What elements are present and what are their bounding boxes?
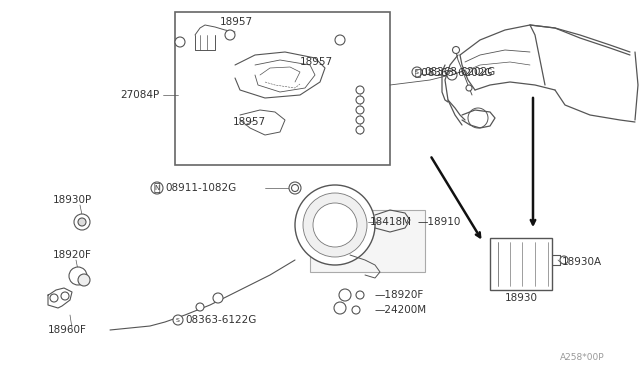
Circle shape (295, 185, 375, 265)
Circle shape (74, 214, 90, 230)
Circle shape (151, 182, 163, 194)
Text: —24200M: —24200M (375, 305, 427, 315)
Circle shape (356, 291, 364, 299)
Text: 18957: 18957 (233, 117, 266, 127)
Circle shape (50, 294, 58, 302)
Text: —18920F: —18920F (375, 290, 424, 300)
Text: 08911-1082G: 08911-1082G (165, 183, 236, 193)
Circle shape (173, 315, 183, 325)
Circle shape (466, 85, 472, 91)
Text: —18910: —18910 (418, 217, 461, 227)
Circle shape (291, 185, 298, 192)
Circle shape (335, 35, 345, 45)
Text: 18920F: 18920F (53, 250, 92, 260)
Circle shape (356, 126, 364, 134)
Text: Ⓝ: Ⓝ (154, 183, 160, 193)
Text: 18418M: 18418M (370, 217, 412, 227)
Circle shape (356, 116, 364, 124)
Text: 18960F: 18960F (48, 325, 87, 335)
Text: 18957: 18957 (220, 17, 253, 27)
Text: S: S (176, 317, 180, 323)
Text: 27084P: 27084P (120, 90, 159, 100)
Circle shape (356, 86, 364, 94)
Circle shape (352, 306, 360, 314)
Text: 18930P: 18930P (53, 195, 92, 205)
Circle shape (78, 218, 86, 226)
Text: S: S (415, 70, 419, 74)
Circle shape (356, 106, 364, 114)
Circle shape (225, 30, 235, 40)
Circle shape (339, 289, 351, 301)
Circle shape (447, 70, 457, 80)
Text: 08363-6122G: 08363-6122G (185, 315, 257, 325)
Circle shape (213, 293, 223, 303)
Circle shape (468, 108, 488, 128)
Bar (175, 12, 390, 165)
Circle shape (196, 303, 204, 311)
Text: A258*00P: A258*00P (561, 353, 605, 362)
Text: 18930: 18930 (505, 293, 538, 303)
Text: Ⓜ​08363-6202G: Ⓜ​08363-6202G (415, 67, 493, 77)
Circle shape (78, 274, 90, 286)
Circle shape (303, 193, 367, 257)
Circle shape (452, 46, 460, 54)
Bar (490, 238, 552, 290)
Circle shape (175, 37, 185, 47)
Circle shape (412, 67, 422, 77)
Text: N: N (154, 185, 159, 191)
Bar (310, 210, 425, 272)
Circle shape (289, 182, 301, 194)
Circle shape (334, 302, 346, 314)
Circle shape (560, 256, 568, 264)
Circle shape (356, 96, 364, 104)
Text: 18930A: 18930A (562, 257, 602, 267)
Circle shape (69, 267, 87, 285)
Text: 18957: 18957 (300, 57, 333, 67)
Text: 08363-6202G: 08363-6202G (424, 67, 495, 77)
Circle shape (61, 292, 69, 300)
Circle shape (313, 203, 357, 247)
